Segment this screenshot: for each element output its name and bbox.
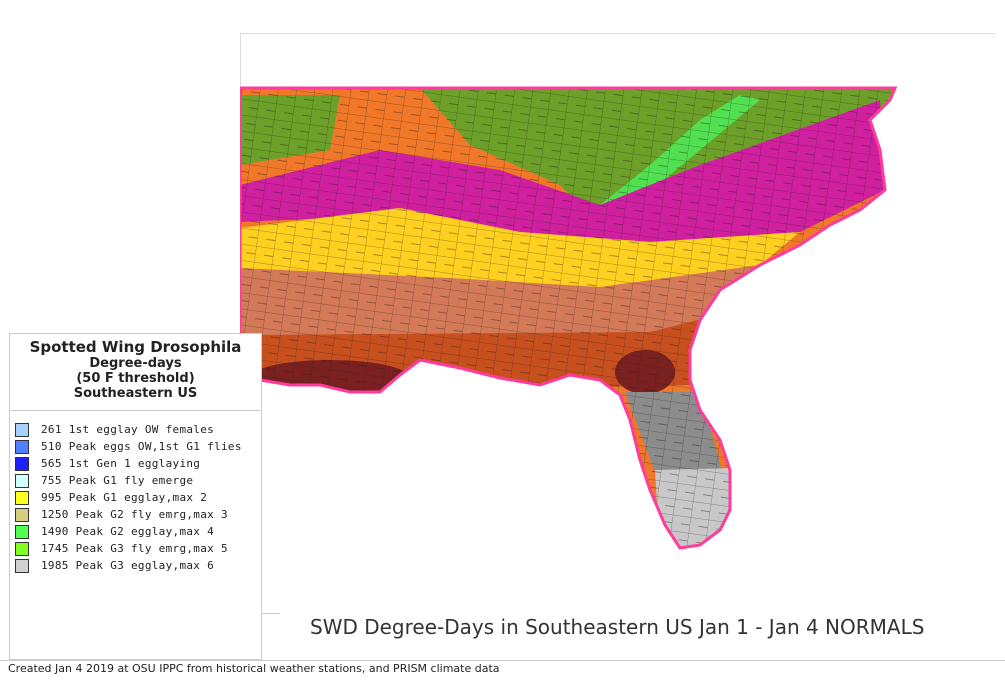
legend-label: 565 1st Gen 1 egglaying (41, 457, 201, 470)
degree-day-map (240, 86, 897, 550)
legend-label: 1985 Peak G3 egglay,max 6 (41, 559, 215, 572)
legend-label: 755 Peak G1 fly emerge (41, 474, 194, 487)
legend-label: 995 Peak G1 egglay,max 2 (41, 491, 208, 504)
legend-item: 1250 Peak G2 fly emrg,max 3 (10, 506, 261, 523)
legend-swatch (15, 439, 29, 454)
legend-label: 1250 Peak G2 fly emrg,max 3 (41, 508, 228, 521)
legend-swatch (15, 490, 29, 505)
legend-subtitle: Southeastern US (73, 386, 198, 401)
legend-item: 565 1st Gen 1 egglaying (10, 455, 261, 472)
footer-credit: Created Jan 4 2019 at OSU IPPC from hist… (8, 662, 500, 675)
legend-swatch (15, 524, 29, 539)
legend-title: Spotted Wing Drosophila (29, 338, 242, 356)
legend-label: 1745 Peak G3 fly emrg,max 5 (41, 542, 228, 555)
legend-swatch (15, 456, 29, 471)
divider (262, 613, 280, 614)
legend-item: 995 Peak G1 egglay,max 2 (10, 489, 261, 506)
legend-swatch (15, 473, 29, 488)
legend-swatch (15, 541, 29, 556)
legend-item: 510 Peak eggs OW,1st G1 flies (10, 438, 261, 455)
legend-label: 1490 Peak G2 egglay,max 4 (41, 525, 215, 538)
legend-item: 261 1st egglay OW females (10, 421, 261, 438)
legend-label: 261 1st egglay OW females (41, 423, 215, 436)
legend-item: 1985 Peak G3 egglay,max 6 (10, 557, 261, 574)
legend-subtitle: Degree-days (89, 356, 182, 371)
county-lines (240, 88, 895, 548)
legend-swatch (15, 422, 29, 437)
legend-item: 1745 Peak G3 fly emrg,max 5 (10, 540, 261, 557)
legend: Spotted Wing Drosophila Degree-days (50 … (9, 333, 262, 660)
map-title: SWD Degree-Days in Southeastern US Jan 1… (310, 615, 925, 639)
legend-swatch (15, 507, 29, 522)
legend-label: 510 Peak eggs OW,1st G1 flies (41, 440, 242, 453)
legend-swatch (15, 558, 29, 573)
legend-subtitle: (50 F threshold) (76, 371, 195, 386)
legend-header: Spotted Wing Drosophila Degree-days (50 … (10, 334, 261, 411)
legend-item: 1490 Peak G2 egglay,max 4 (10, 523, 261, 540)
footer-divider (0, 660, 1005, 661)
legend-item: 755 Peak G1 fly emerge (10, 472, 261, 489)
legend-items: 261 1st egglay OW females 510 Peak eggs O… (10, 411, 261, 574)
